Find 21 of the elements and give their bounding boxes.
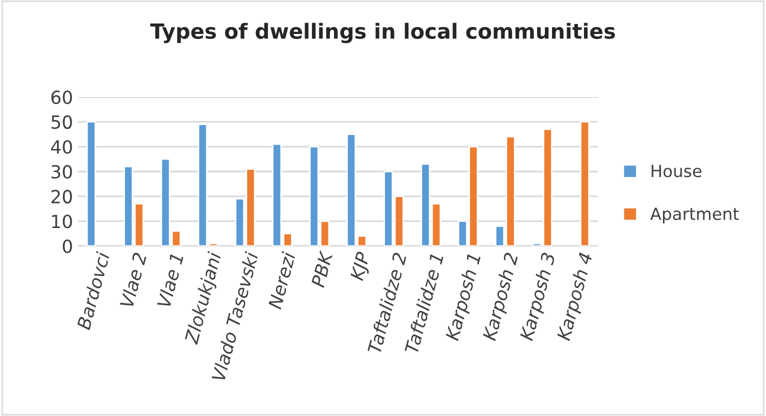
x-tick-label: Nerezi [267, 250, 296, 310]
y-tick-label: 10 [52, 214, 72, 228]
x-tick-label: Karposh 1 [444, 254, 484, 342]
y-tick-label: 20 [51, 190, 72, 204]
y-tick-label: 40 [51, 140, 72, 154]
y-tick-label: 50 [52, 115, 72, 129]
y-tick-label: 0 [62, 239, 72, 254]
x-tick-label: PBK [311, 250, 333, 288]
y-tick-label: 30 [52, 164, 72, 179]
chart-title: Types of dwellings in local communities [150, 22, 615, 44]
x-tick-label: Karposh 2 [482, 252, 518, 342]
x-tick-label: Vlae 2 [119, 252, 147, 308]
x-tick-label: Karposh 3 [520, 252, 556, 342]
bar [86, 121, 96, 246]
x-tick-label: KJP [350, 251, 374, 282]
legend-label: Apartment [650, 208, 739, 224]
bar [580, 121, 590, 246]
x-tick-label: Vlae 1 [156, 254, 184, 308]
x-tick-label: Karposh 4 [556, 252, 596, 342]
y-tick-label: 60 [51, 90, 72, 104]
legend-label: House [652, 164, 702, 178]
